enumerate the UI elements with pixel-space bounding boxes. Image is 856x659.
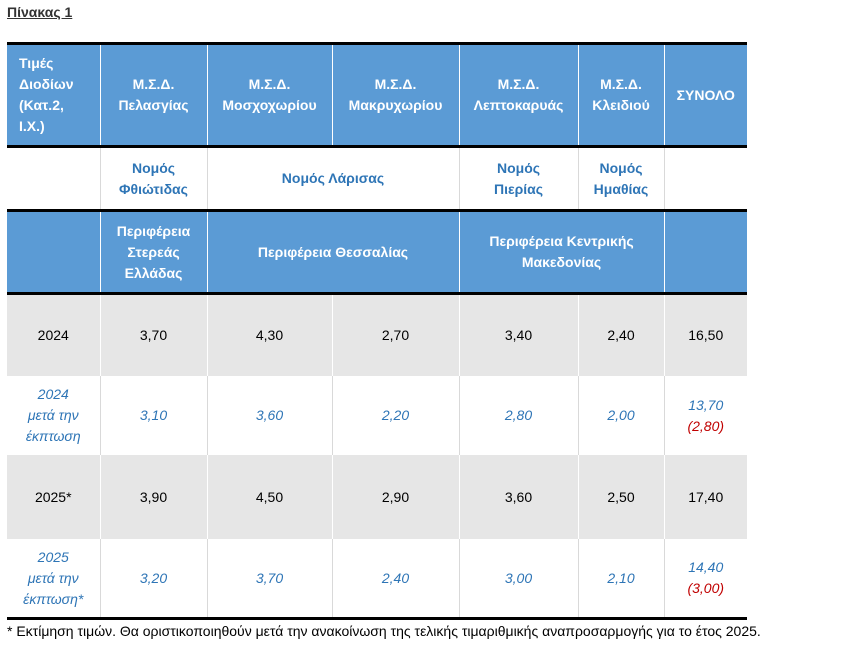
table-row: 2025 μετά την έκπτωση* 3,20 3,70 2,40 3,… [7,539,747,620]
cell-total: 17,40 [663,455,747,539]
cell-total: 14,40 (3,00) [663,539,747,620]
table-row: 2025* 3,90 4,50 2,90 3,60 2,50 17,40 [7,455,747,539]
region-total-empty [663,209,747,294]
cell-moschochori: 3,70 [206,539,332,620]
header-makrychori: Μ.Σ.Δ. Μακρυχωρίου [331,42,459,147]
row-label: 2025 μετά την έκπτωση* [7,539,100,620]
cell-kleidi: 2,10 [577,539,664,620]
cell-moschochori: 3,60 [206,376,332,455]
header-total: ΣΥΝΟΛΟ [663,42,747,147]
prefecture-larisa: Νομός Λάρισας [206,145,459,211]
discount-amount: (2,80) [687,417,725,434]
cell-leptokarya: 3,40 [458,292,578,376]
cell-makrychori: 2,40 [331,539,459,620]
discount-amount: (3,00) [687,580,725,596]
region-row: Περιφέρεια Στερεάς Ελλάδας Περιφέρεια Θε… [7,209,747,294]
prefecture-row: Νομός Φθιώτιδας Νομός Λάρισας Νομός Πιερ… [7,145,747,211]
cell-total: 16,50 [663,292,747,376]
header-leptokarya: Μ.Σ.Δ. Λεπτοκαρυάς [458,42,578,147]
cell-pelasgia: 3,90 [99,455,207,539]
cell-pelasgia: 3,20 [99,539,207,620]
region-thessalia: Περιφέρεια Θεσσαλίας [206,209,459,294]
cell-leptokarya: 3,00 [458,539,578,620]
header-kleidi: Μ.Σ.Δ. Κλειδιού [577,42,664,147]
prefecture-imathia: Νομός Ημαθίας [577,145,664,211]
cell-moschochori: 4,30 [206,292,332,376]
table-row: 2024 3,70 4,30 2,70 3,40 2,40 16,50 [7,292,747,376]
cell-total: 13,70 (2,80) [663,376,747,455]
cell-leptokarya: 3,60 [458,455,578,539]
cell-moschochori: 4,50 [206,455,332,539]
row-label: 2024 μετά την έκπτωση [7,376,100,455]
region-kentriki-makedonia: Περιφέρεια Κεντρικής Μακεδονίας [458,209,664,294]
table-row: 2024 μετά την έκπτωση 3,10 3,60 2,20 2,8… [7,376,747,455]
prefecture-empty [7,145,100,211]
header-row: Τιμές Διοδίων (Κατ.2, Ι.Χ.) Μ.Σ.Δ. Πελασ… [7,42,747,147]
cell-kleidi: 2,40 [577,292,664,376]
row-label: 2024 [7,292,100,376]
header-pelasgia: Μ.Σ.Δ. Πελασγίας [99,42,207,147]
cell-makrychori: 2,70 [331,292,459,376]
table-caption: Πίνακας 1 [7,4,73,20]
cell-pelasgia: 3,10 [99,376,207,455]
cell-kleidi: 2,00 [577,376,664,455]
header-first-cell: Τιμές Διοδίων (Κατ.2, Ι.Χ.) [7,42,100,147]
cell-kleidi: 2,50 [577,455,664,539]
header-moschochori: Μ.Σ.Δ. Μοσχοχωρίου [206,42,332,147]
footnote: * Εκτίμηση τιμών. Θα οριστικοποιηθούν με… [7,623,761,639]
prefecture-fthiotida: Νομός Φθιώτιδας [99,145,207,211]
cell-makrychori: 2,20 [331,376,459,455]
toll-prices-table: Τιμές Διοδίων (Κατ.2, Ι.Χ.) Μ.Σ.Δ. Πελασ… [7,42,747,620]
prefecture-pieria: Νομός Πιερίας [458,145,578,211]
region-empty [7,209,100,294]
cell-makrychori: 2,90 [331,455,459,539]
row-label: 2025* [7,455,100,539]
cell-leptokarya: 2,80 [458,376,578,455]
region-sterea: Περιφέρεια Στερεάς Ελλάδας [99,209,207,294]
cell-pelasgia: 3,70 [99,292,207,376]
prefecture-total-empty [663,145,747,211]
